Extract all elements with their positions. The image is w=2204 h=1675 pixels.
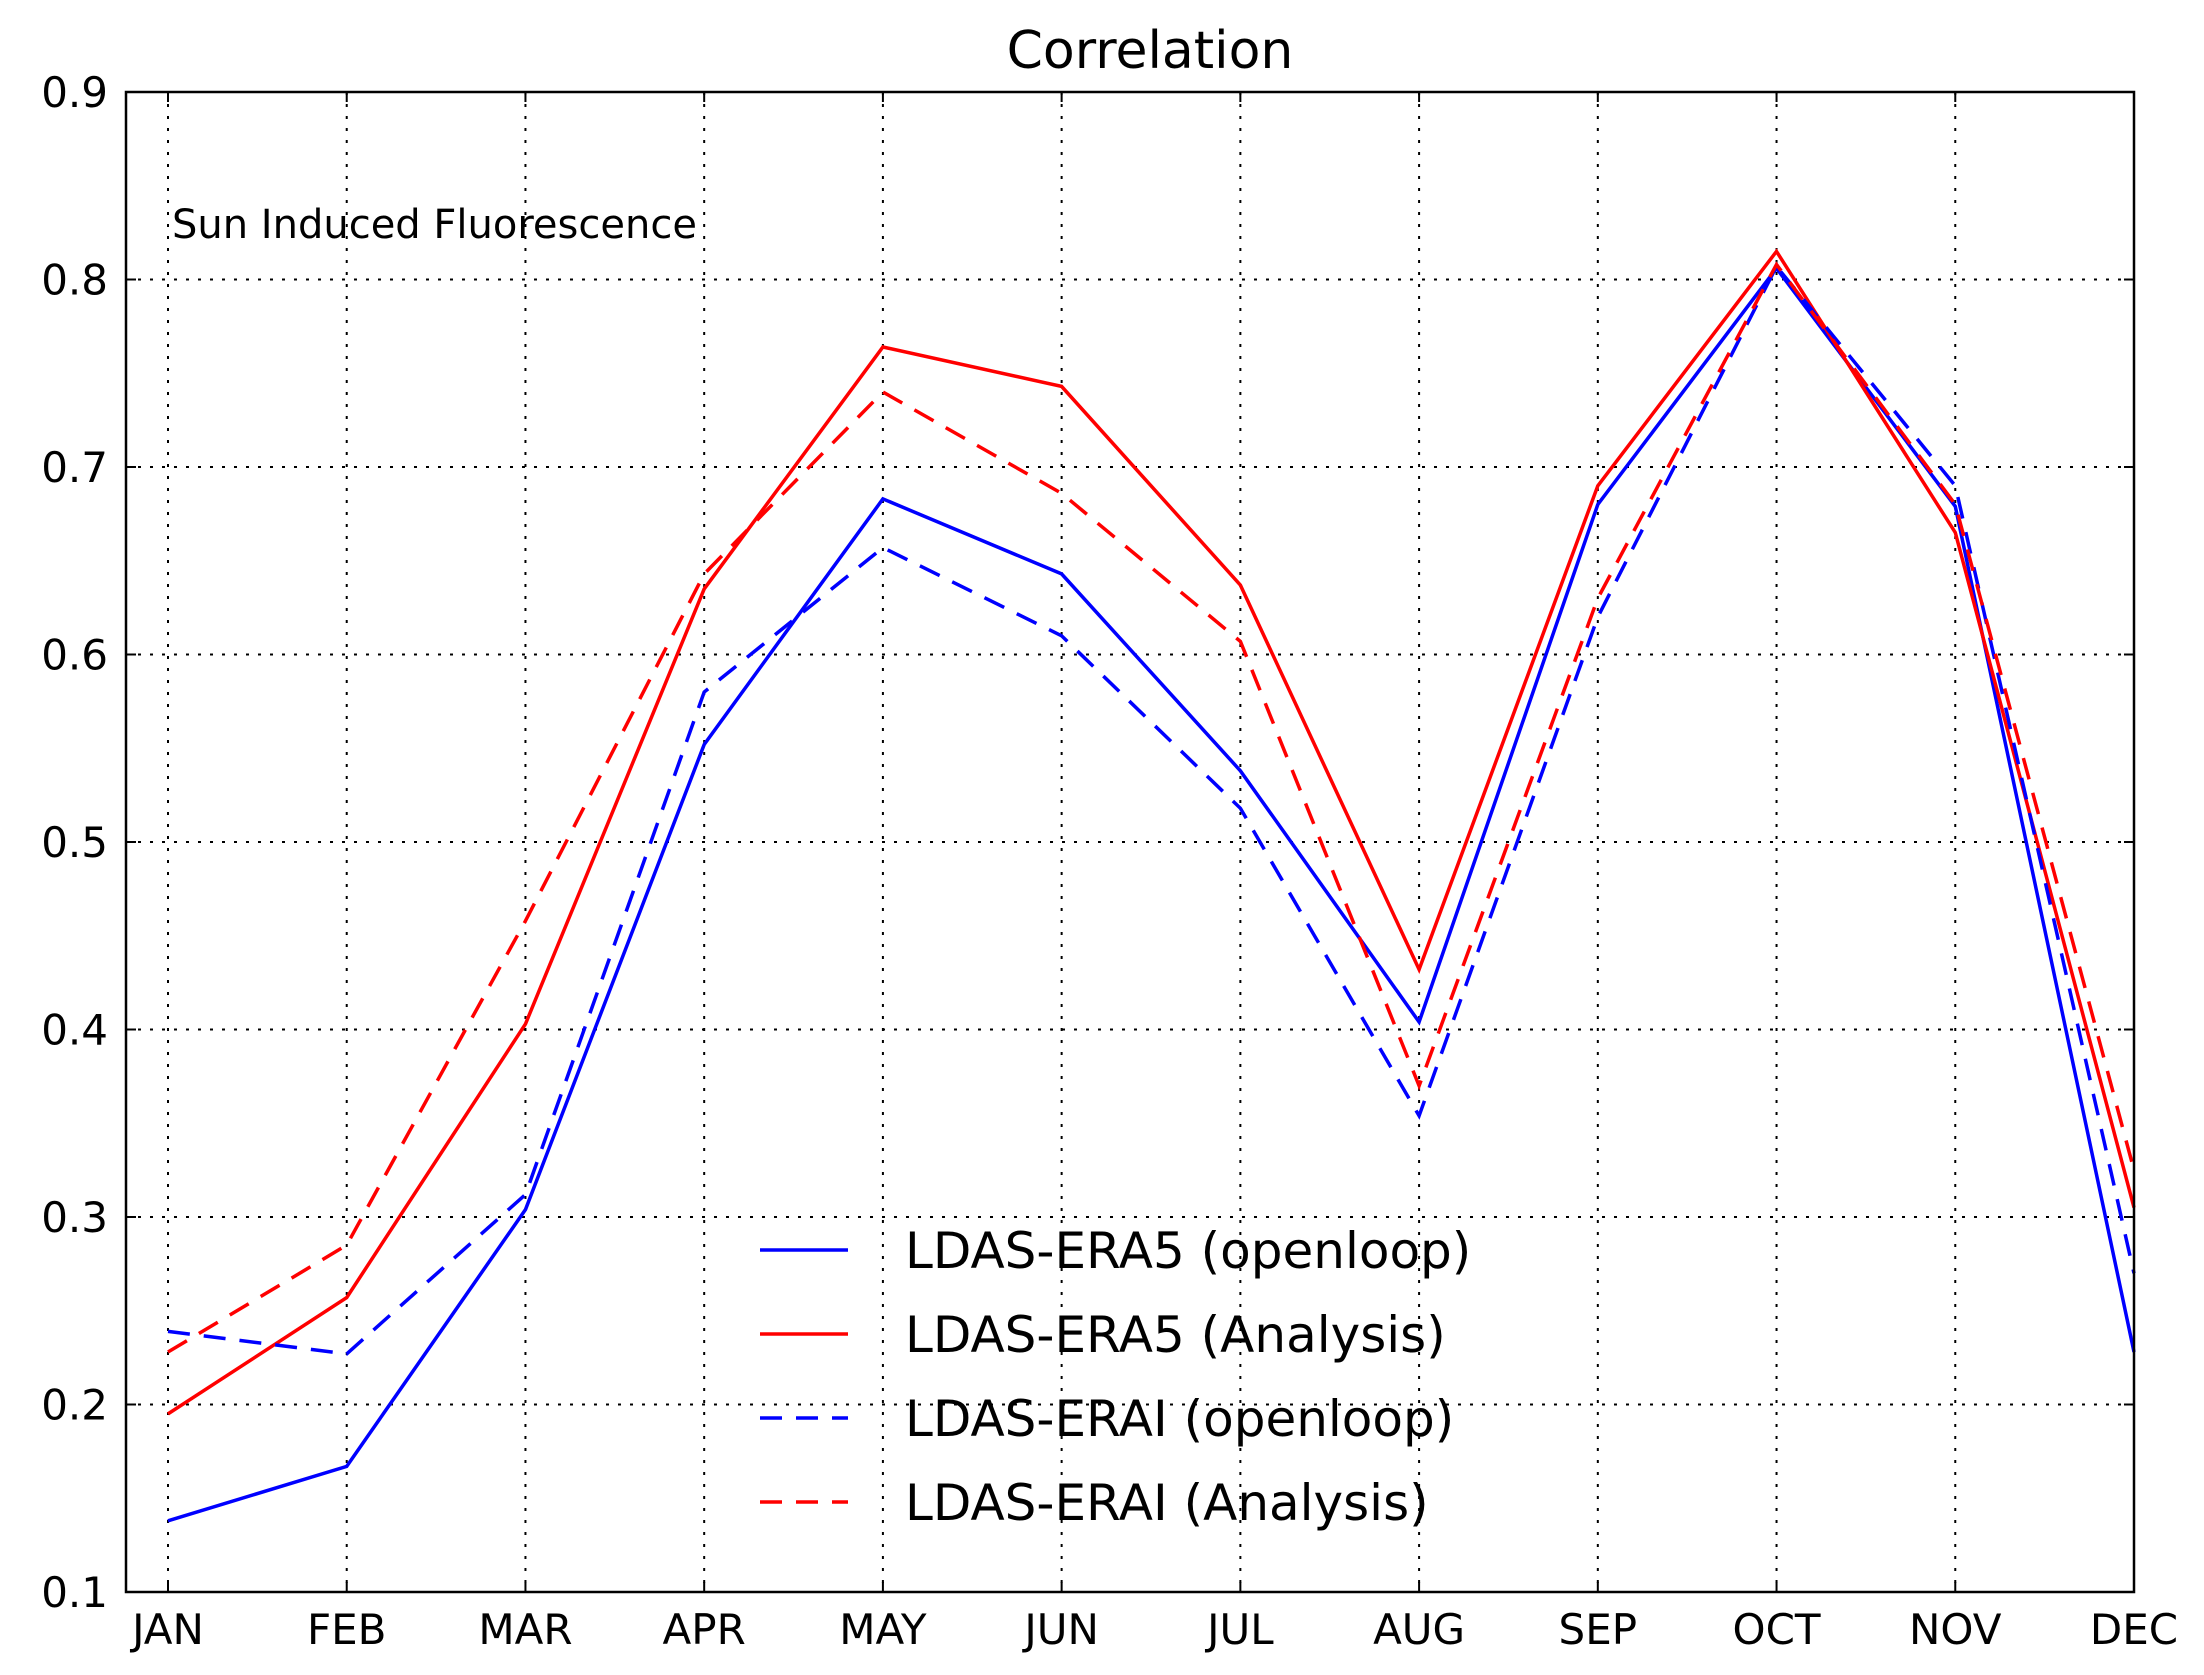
- x-tick-label: NOV: [1909, 1605, 2002, 1654]
- series-line-4: [167, 261, 2136, 1354]
- x-tick-label: MAR: [478, 1605, 572, 1654]
- x-tick-label: JUL: [1204, 1605, 1274, 1654]
- legend: LDAS-ERA5 (openloop) LDAS-ERA5 (Analysis)…: [760, 1222, 1471, 1532]
- y-tick-label: 0.2: [41, 1381, 108, 1430]
- series-line-3: [167, 263, 2136, 1356]
- y-tick-label: 0.9: [41, 68, 108, 117]
- x-tick-label: JUN: [1021, 1605, 1099, 1654]
- legend-label-1: LDAS-ERA5 (openloop): [905, 1222, 1471, 1280]
- y-tick-label: 0.8: [41, 256, 108, 305]
- annotation-label: Sun Induced Fluorescence: [172, 202, 697, 248]
- x-tick-label: FEB: [307, 1605, 387, 1654]
- y-tick-label: 0.5: [41, 818, 108, 867]
- x-tick-label: MAY: [839, 1605, 927, 1654]
- y-tick-label: 0.4: [41, 1006, 108, 1055]
- y-tick-label: 0.7: [41, 443, 108, 492]
- series-line-1: [167, 265, 2136, 1523]
- grid-layer: [126, 92, 2135, 1592]
- legend-label-3: LDAS-ERAI (openloop): [905, 1390, 1454, 1448]
- series-line-2: [167, 248, 2136, 1416]
- y-tick-label: 0.6: [41, 631, 108, 680]
- x-tick-label: OCT: [1733, 1605, 1821, 1654]
- x-tick-label: JAN: [129, 1605, 204, 1654]
- chart-title: Correlation: [1007, 21, 1294, 81]
- legend-label-2: LDAS-ERA5 (Analysis): [905, 1306, 1446, 1364]
- x-tick-label: AUG: [1373, 1605, 1465, 1654]
- x-tick-label: DEC: [2090, 1605, 2178, 1654]
- x-tick-label: SEP: [1559, 1605, 1638, 1654]
- series-layer: [167, 248, 2136, 1523]
- tick-layer: JAN FEB MAR APR MAY JUN JUL AUG SEP OCT NOV DEC 0.1 0…: [41, 68, 2178, 1654]
- y-tick-label: 0.3: [41, 1193, 108, 1242]
- y-tick-label: 0.1: [41, 1568, 108, 1617]
- legend-label-4: LDAS-ERAI (Analysis): [905, 1474, 1429, 1532]
- x-tick-label: APR: [663, 1605, 746, 1654]
